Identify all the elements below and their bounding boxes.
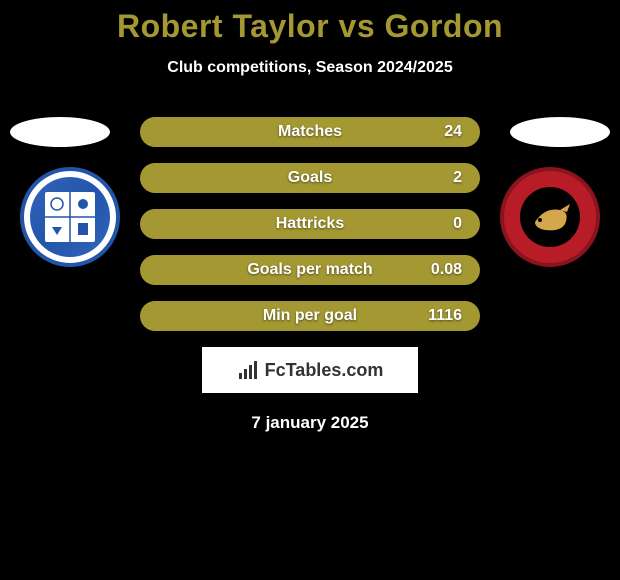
date-label: 7 january 2025 <box>0 413 620 433</box>
stat-label: Matches <box>278 123 342 141</box>
comparison-subtitle: Club competitions, Season 2024/2025 <box>0 59 620 77</box>
comparison-title: Robert Taylor vs Gordon <box>0 0 620 45</box>
walsall-fc-crest <box>515 182 585 252</box>
stat-row: Min per goal 1116 <box>140 301 480 331</box>
stats-list: Matches 24 Goals 2 Hattricks 0 Goals per… <box>140 117 480 331</box>
brand-box[interactable]: FcTables.com <box>202 347 418 393</box>
stat-row: Goals 2 <box>140 163 480 193</box>
stat-value: 24 <box>444 123 462 141</box>
stat-value: 1116 <box>428 307 462 325</box>
player-avatar-right <box>510 117 610 147</box>
stat-row: Matches 24 <box>140 117 480 147</box>
team-badge-right <box>500 167 600 267</box>
stat-label: Goals per match <box>247 261 372 279</box>
stat-value: 2 <box>453 169 462 187</box>
stat-row: Hattricks 0 <box>140 209 480 239</box>
team-badge-left <box>20 167 120 267</box>
stat-label: Hattricks <box>276 215 344 233</box>
chart-icon <box>237 359 259 381</box>
stat-value: 0.08 <box>431 261 462 279</box>
main-area: Matches 24 Goals 2 Hattricks 0 Goals per… <box>0 117 620 433</box>
stat-label: Goals <box>288 169 332 187</box>
tranmere-rovers-crest <box>30 177 110 257</box>
comparison-card: Robert Taylor vs Gordon Club competition… <box>0 0 620 433</box>
player-avatar-left <box>10 117 110 147</box>
brand-label: FcTables.com <box>265 360 384 381</box>
stat-row: Goals per match 0.08 <box>140 255 480 285</box>
stat-value: 0 <box>453 215 462 233</box>
stat-label: Min per goal <box>263 307 357 325</box>
